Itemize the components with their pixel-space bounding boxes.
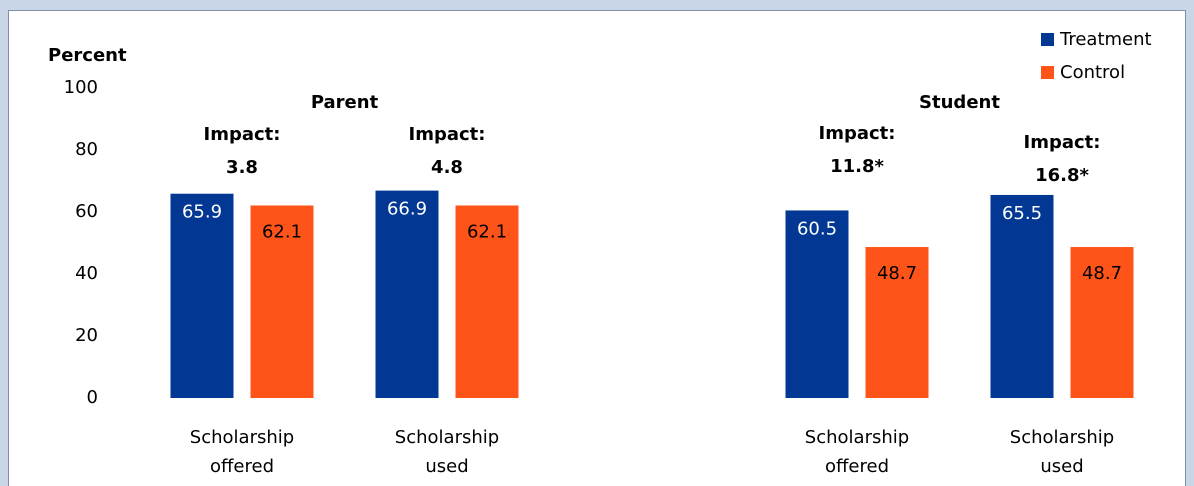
legend-label: Treatment — [1059, 29, 1152, 50]
impact-label: Impact: 16.8* — [1024, 132, 1101, 186]
data-label: 65.9 — [182, 202, 222, 223]
data-label: 62.1 — [467, 221, 507, 242]
x-tick-label: Scholarship used — [395, 427, 499, 477]
group-label: Student — [919, 92, 1000, 113]
x-tick-label: Scholarship offered — [805, 427, 909, 477]
data-label: 48.7 — [1082, 263, 1122, 284]
bar — [990, 194, 1054, 398]
y-tick-label: 60 — [75, 201, 98, 222]
data-label: 48.7 — [877, 263, 917, 284]
bar — [250, 205, 314, 398]
data-label: 62.1 — [262, 221, 302, 242]
bar — [455, 205, 519, 398]
x-tick-label: Scholarship used — [1010, 427, 1114, 477]
y-tick-label: 100 — [64, 77, 98, 98]
data-label: 66.9 — [387, 199, 427, 220]
y-tick-label: 20 — [75, 325, 98, 346]
bar — [1070, 247, 1134, 398]
y-tick-label: 0 — [87, 387, 98, 408]
bar — [375, 190, 439, 398]
legend-label: Control — [1060, 62, 1125, 83]
bar — [170, 193, 234, 398]
data-label: 65.5 — [1002, 203, 1042, 224]
legend-swatch — [1041, 33, 1054, 46]
impact-label: Impact: 3.8 — [204, 124, 281, 178]
x-tick-label: Scholarship offered — [190, 427, 294, 477]
data-label: 60.5 — [797, 218, 837, 239]
y-tick-label: 80 — [75, 139, 98, 160]
group-label: Parent — [311, 92, 379, 113]
bar — [865, 247, 929, 398]
y-tick-label: 40 — [75, 263, 98, 284]
y-axis-label: Percent — [48, 45, 127, 66]
impact-label: Impact: 4.8 — [409, 124, 486, 178]
legend-swatch — [1041, 66, 1054, 79]
bar — [785, 210, 849, 398]
impact-label: Impact: 11.8* — [819, 123, 896, 177]
